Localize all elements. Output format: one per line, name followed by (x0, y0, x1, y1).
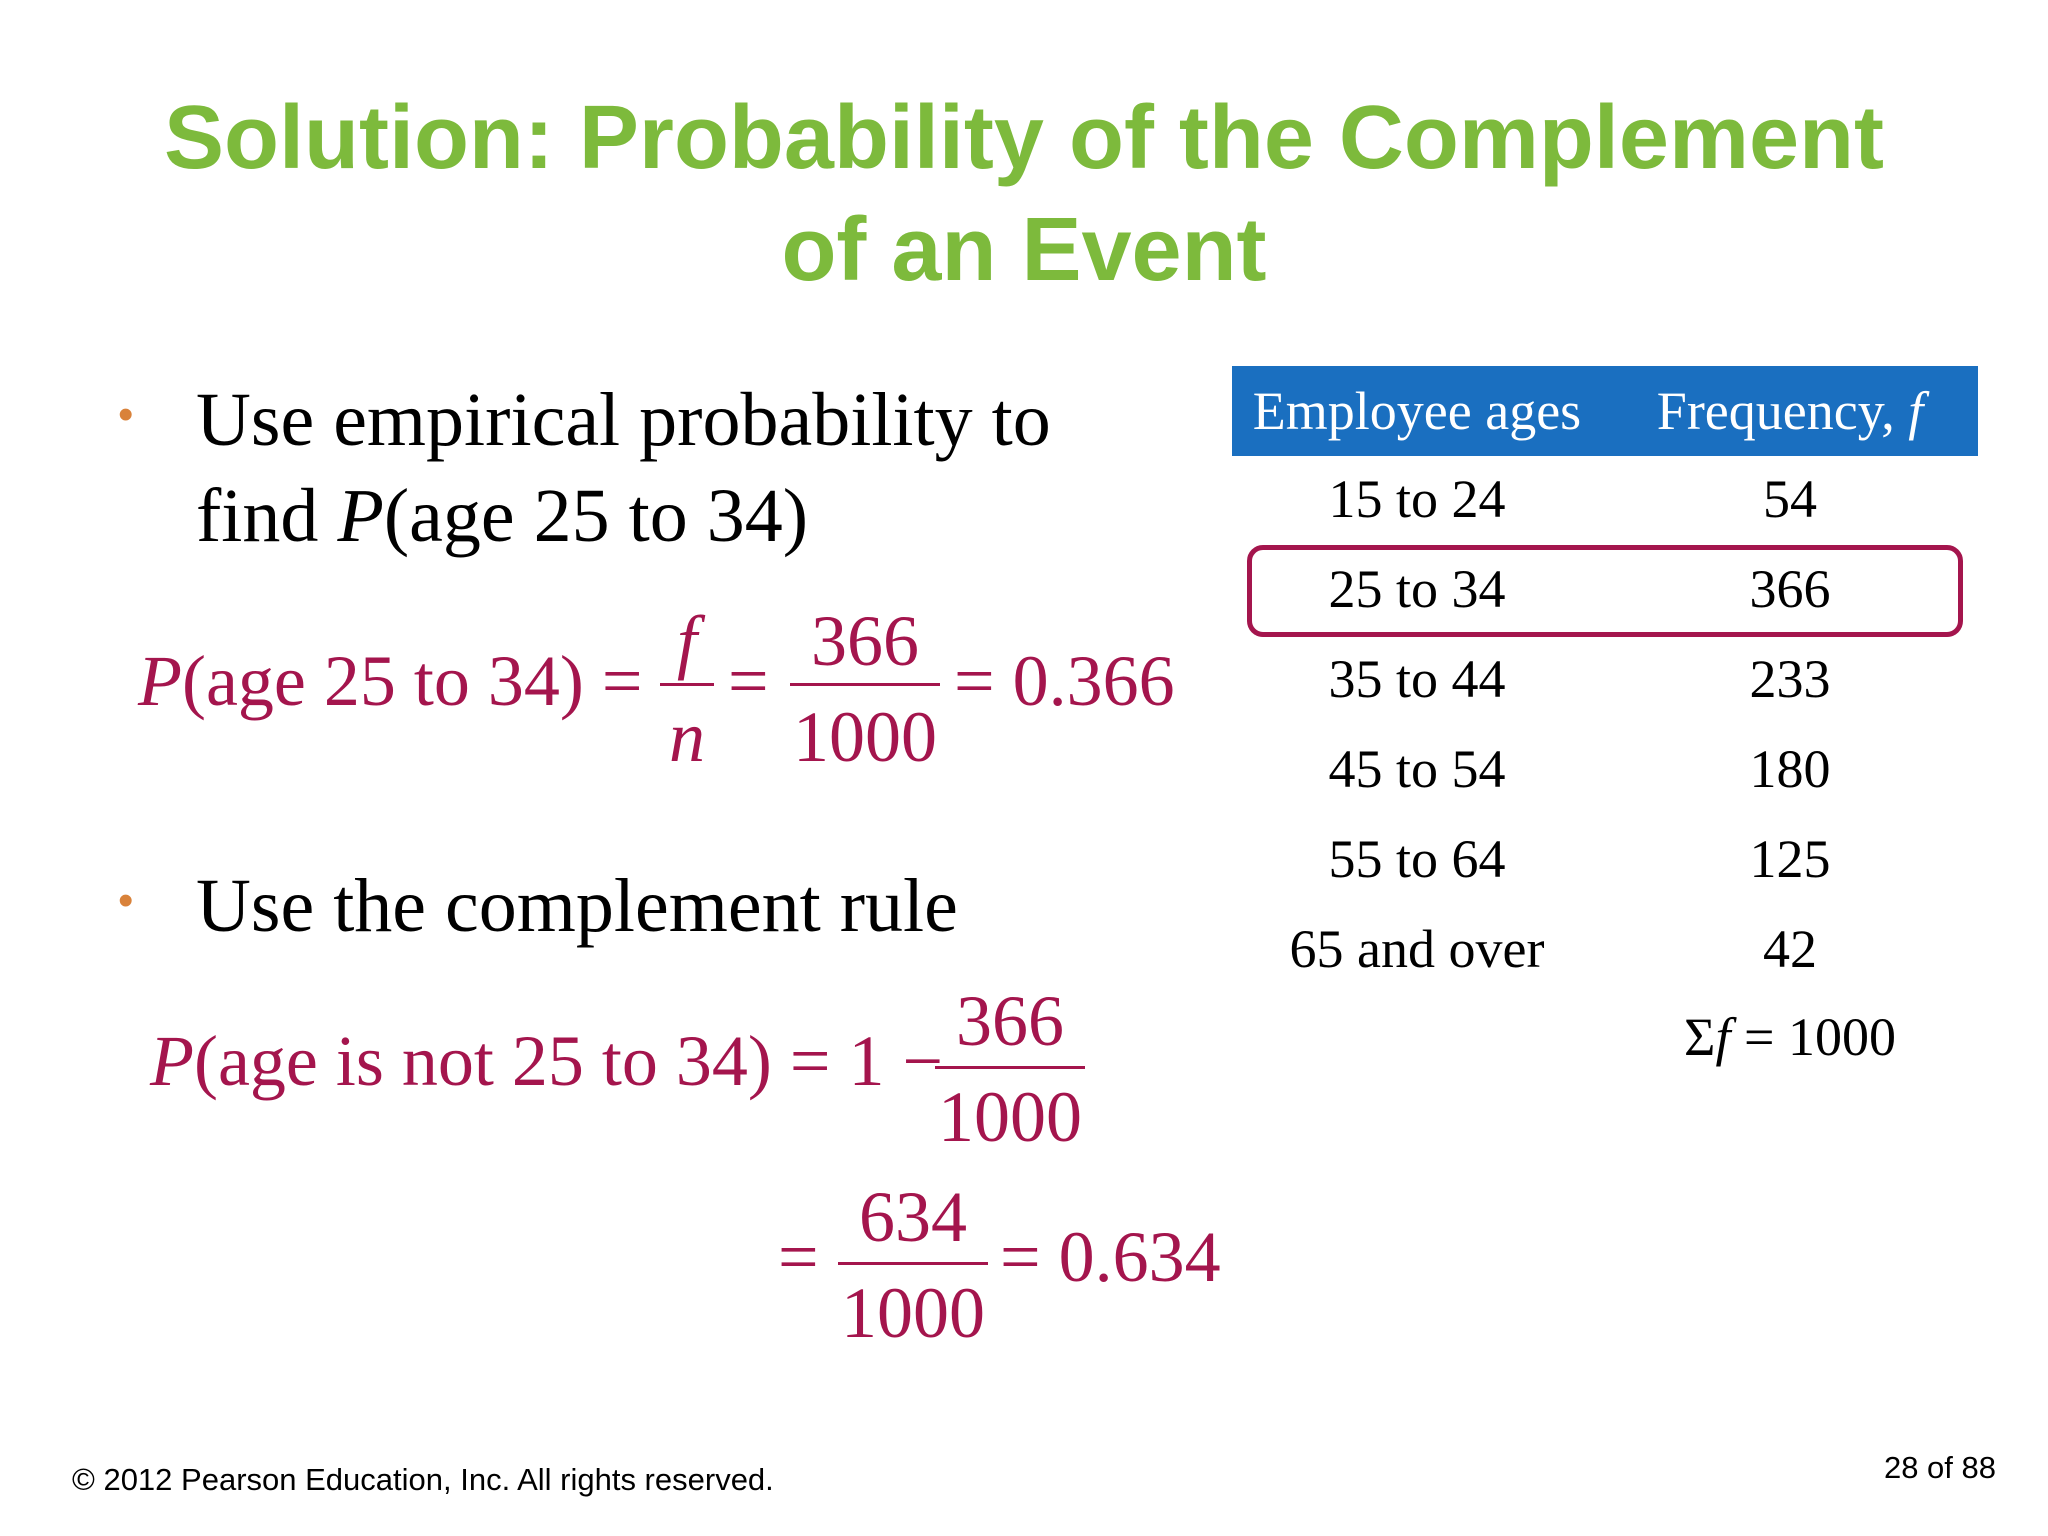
bullet-1-line1: Use empirical probability to (196, 378, 1051, 462)
page-number: 28 of 88 (1883, 1450, 1996, 1485)
eq2-lhs-text: (age is not 25 to 34) = 1 − (193, 1021, 944, 1101)
bullet-dot: • (118, 876, 134, 925)
table-cell-age: 45 to 54 (1328, 739, 1506, 799)
header-frequency-variable: f (1908, 381, 1924, 441)
fraction-numerator: f (676, 601, 697, 681)
bullet-2-text: Use the complement rule (196, 864, 958, 948)
equation-1-equals: = (728, 641, 769, 721)
table-cell-frequency: 366 (1749, 559, 1831, 619)
bullet-1-line2-pre: find (196, 474, 338, 558)
equation-2-line2-equals: = (778, 1217, 819, 1297)
table-cell-age: 15 to 24 (1328, 469, 1506, 529)
table-cell-frequency: 42 (1763, 919, 1817, 979)
table-cell-age: 25 to 34 (1328, 559, 1506, 619)
slide-title-line1: Solution: Probability of the Complement (164, 88, 1884, 188)
equation-1-fraction-366-over-1000: 366 1000 (790, 600, 940, 780)
table-cell-frequency: 233 (1749, 649, 1831, 709)
table-cell-age: 55 to 64 (1328, 829, 1506, 889)
fraction-numerator: 366 (811, 601, 919, 681)
eq1-lhs-variable: P (138, 641, 182, 721)
fraction-denominator: 1000 (793, 697, 937, 777)
bullet-1-line2: find P(age 25 to 34) (196, 468, 808, 564)
fraction-bar (790, 683, 940, 686)
sum-variable: f (1715, 1007, 1731, 1067)
table-header-ages: Employee ages (1252, 381, 1582, 441)
fraction-denominator: 1000 (938, 1077, 1082, 1157)
equation-2-result: = 0.634 (1000, 1217, 1221, 1297)
bullet-1-variable: P (337, 474, 384, 558)
equation-1-lhs: P(age 25 to 34) = (138, 640, 642, 723)
copyright-text: © 2012 Pearson Education, Inc. All right… (72, 1462, 774, 1497)
highlighted-row-box (1247, 545, 1963, 637)
equation-2-fraction-634-over-1000: 634 1000 (838, 1176, 988, 1356)
bullet-dot: • (118, 390, 134, 439)
fraction-numerator: 366 (956, 981, 1064, 1061)
fraction-denominator: 1000 (841, 1273, 985, 1353)
fraction-bar (838, 1262, 988, 1265)
fraction-bar (935, 1066, 1085, 1069)
table-cell-frequency: 180 (1749, 739, 1831, 799)
fraction-bar (660, 683, 714, 686)
table-cell-age: 35 to 44 (1328, 649, 1506, 709)
equation-2-lhs: P(age is not 25 to 34) = 1 − (150, 1020, 943, 1103)
equation-1-fraction-f-over-n: f n (660, 600, 714, 780)
table-cell-frequency: 54 (1763, 469, 1817, 529)
eq2-lhs-variable: P (150, 1021, 194, 1101)
sum-value: = 1000 (1730, 1007, 1896, 1067)
eq1-lhs-text: (age 25 to 34) = (181, 641, 643, 721)
equation-2-fraction-366-over-1000: 366 1000 (935, 980, 1085, 1160)
bullet-1-line2-post: (age 25 to 34) (383, 474, 809, 558)
table-sum: Σf = 1000 (1602, 1006, 1978, 1068)
table-body: 15 to 24 54 25 to 34 366 35 to 44 233 45… (1232, 456, 1978, 1056)
fraction-denominator: n (669, 697, 705, 777)
sum-sigma: Σ (1684, 1007, 1716, 1067)
table-cell-age: 65 and over (1289, 919, 1545, 979)
header-frequency-label: Frequency, (1656, 381, 1909, 441)
fraction-numerator: 634 (859, 1177, 967, 1257)
equation-1-result: = 0.366 (954, 641, 1175, 721)
table-cell-frequency: 125 (1749, 829, 1831, 889)
table-header-frequency: Frequency, f (1602, 380, 1978, 442)
slide-title-line2: of an Event (781, 200, 1267, 300)
table-header: Employee ages Frequency, f (1232, 366, 1978, 456)
